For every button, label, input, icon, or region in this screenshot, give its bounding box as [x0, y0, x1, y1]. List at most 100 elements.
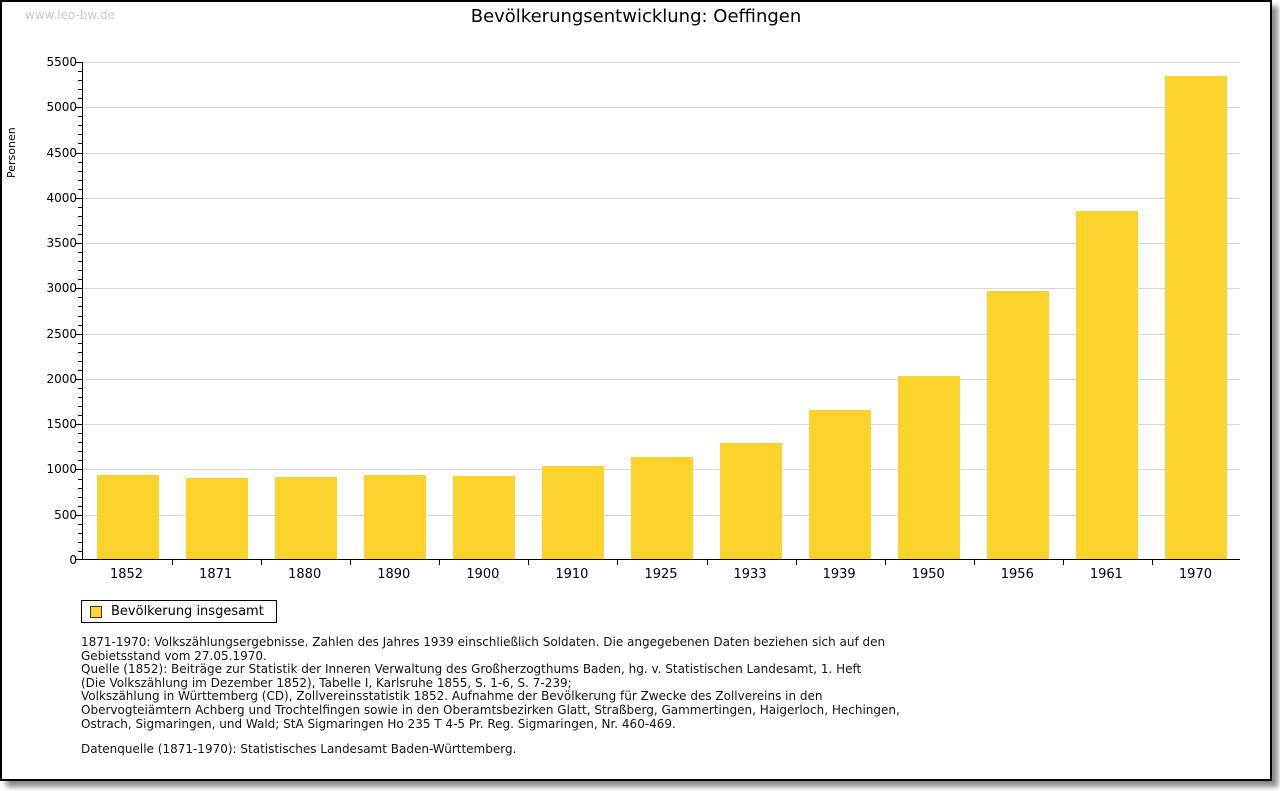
- y-axis-tick-label: 1000: [46, 462, 77, 477]
- gridline: [83, 107, 1240, 109]
- source-notes: 1871-1970: Volkszählungsergebnisse. Zahl…: [81, 635, 1201, 731]
- y-axis-major-tick: [75, 107, 83, 109]
- y-axis-minor-tick: [78, 406, 83, 408]
- gridline: [83, 62, 1240, 63]
- plot-area: [75, 62, 1240, 565]
- x-axis-tick-label: 1900: [466, 567, 500, 582]
- x-axis-boundary-tick: [439, 560, 441, 565]
- bar-1925: [631, 457, 693, 559]
- gridline: [83, 333, 1240, 335]
- y-axis-minor-tick: [78, 415, 83, 417]
- x-axis-tick-label: 1925: [644, 567, 678, 582]
- x-axis-tick-label: 1950: [911, 567, 945, 582]
- x-axis-tick-label: 1880: [288, 567, 322, 582]
- y-axis-labels: 0 500 1000 1500 2000 2500 3000 3500 4000 4500 5000…: [2, 55, 77, 567]
- y-axis-minor-tick: [78, 460, 83, 462]
- x-axis-labels: 1852 1871 1880 1890 1900 1910 1925 1933 1939 1950…: [82, 567, 1240, 583]
- gridline: [83, 197, 1240, 199]
- y-axis-tick-label: 500: [54, 507, 77, 522]
- source-note-line: Obervogteiämtern Achberg und Trochtelfin…: [81, 702, 900, 717]
- y-axis-minor-tick: [78, 324, 83, 326]
- y-axis-minor-tick: [78, 224, 83, 226]
- y-axis-minor-tick: [78, 433, 83, 435]
- y-axis-minor-tick: [78, 523, 83, 525]
- y-axis-minor-tick: [78, 550, 83, 552]
- x-axis-boundary-tick: [261, 560, 263, 565]
- source-note-line: Volkszählung in Württemberg (CD), Zollve…: [81, 689, 823, 704]
- x-axis-tick-label: 1852: [109, 567, 144, 582]
- source-note-line: 1871-1970: Volkszählungsergebnisse. Zahl…: [81, 635, 886, 649]
- x-axis-boundary-tick: [617, 560, 619, 565]
- gridline: [83, 243, 1240, 245]
- bar-1910: [541, 466, 604, 559]
- y-axis-minor-tick: [78, 315, 83, 317]
- y-axis-minor-tick: [78, 116, 83, 118]
- source-note-line: Gebietsstand vom 27.05.1970.: [81, 648, 267, 663]
- y-axis-tick-label: 5000: [46, 100, 77, 115]
- y-axis-tick-label: 4500: [46, 145, 77, 160]
- gridline: [83, 152, 1240, 154]
- y-axis-tick-label: 3000: [46, 281, 77, 296]
- y-axis-minor-tick: [78, 71, 83, 73]
- x-axis-boundary-tick: [1151, 560, 1153, 565]
- x-axis-tick-label: 1910: [555, 567, 589, 582]
- bar-1933: [720, 442, 783, 559]
- y-axis-major-tick: [75, 559, 83, 560]
- y-axis-major-tick: [75, 197, 83, 199]
- y-axis-minor-tick: [78, 541, 83, 543]
- y-axis-tick-label: 1500: [46, 417, 77, 432]
- y-axis-major-tick: [75, 243, 83, 245]
- bar-1956: [987, 291, 1050, 559]
- x-axis-boundary-tick: [350, 560, 352, 565]
- y-axis-minor-tick: [78, 369, 83, 371]
- bar-1890: [363, 475, 426, 559]
- y-axis-major-tick: [75, 378, 83, 380]
- x-axis-boundary-tick: [884, 560, 886, 565]
- y-axis-minor-tick: [78, 234, 83, 236]
- y-axis-minor-tick: [78, 98, 83, 100]
- y-axis-minor-tick: [78, 279, 83, 281]
- bar-1970: [1165, 76, 1228, 559]
- y-axis-minor-tick: [78, 80, 83, 82]
- bar-1852: [96, 475, 159, 559]
- y-axis-minor-tick: [78, 261, 83, 263]
- y-axis-tick-label: 2500: [46, 326, 77, 341]
- x-axis-tick-label: 1970: [1178, 567, 1212, 582]
- y-axis-major-tick: [75, 333, 83, 335]
- y-axis-minor-tick: [78, 505, 83, 507]
- bar-1939: [809, 410, 872, 559]
- y-axis-minor-tick: [78, 170, 83, 172]
- y-axis-minor-tick: [78, 297, 83, 299]
- y-axis-minor-tick: [78, 496, 83, 498]
- y-axis-minor-tick: [78, 342, 83, 344]
- y-axis-minor-tick: [78, 179, 83, 181]
- y-axis-tick-label: 0: [69, 553, 77, 567]
- y-axis-major-tick: [75, 152, 83, 154]
- y-axis-major-tick: [75, 62, 83, 63]
- x-axis-boundary-tick: [172, 560, 174, 565]
- y-axis-minor-tick: [78, 270, 83, 272]
- legend-swatch-icon: [90, 605, 102, 618]
- x-axis-boundary-tick: [1062, 560, 1064, 565]
- legend-label: Bevölkerung insgesamt: [111, 604, 264, 619]
- x-axis-tick-label: 1939: [822, 567, 856, 582]
- y-axis-minor-tick: [78, 125, 83, 127]
- y-axis-major-tick: [75, 424, 83, 426]
- y-axis-minor-tick: [78, 532, 83, 534]
- y-axis-minor-tick: [78, 351, 83, 353]
- y-axis-tick-label: 4000: [46, 190, 77, 205]
- y-axis-minor-tick: [78, 134, 83, 136]
- x-axis-tick-label: 1871: [199, 567, 233, 582]
- legend: Bevölkerung insgesamt: [81, 600, 277, 623]
- x-axis-tick-label: 1956: [1000, 567, 1034, 582]
- bar-1961: [1076, 211, 1139, 559]
- y-axis-minor-tick: [78, 206, 83, 208]
- x-axis-boundary-tick: [706, 560, 708, 565]
- chart-title: Bevölkerungsentwicklung: Oeffingen: [470, 6, 802, 27]
- y-axis-minor-tick: [78, 397, 83, 399]
- y-axis-minor-tick: [78, 306, 83, 308]
- x-axis-boundary-tick: [973, 560, 975, 565]
- gridline: [83, 378, 1240, 380]
- y-axis-minor-tick: [78, 188, 83, 190]
